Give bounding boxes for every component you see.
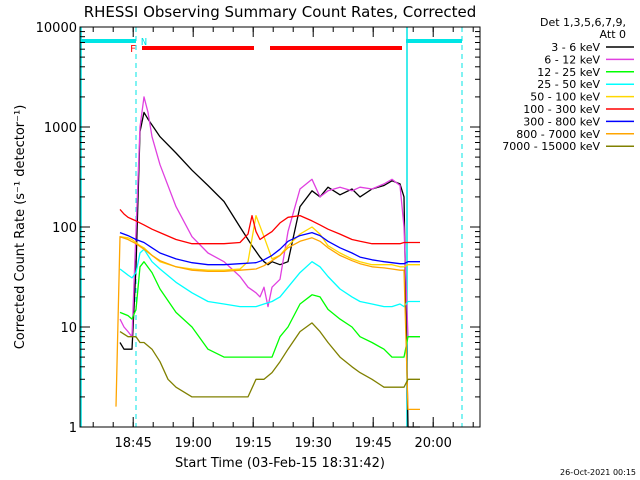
x-axis: 18:45 19:00 19:15 19:30 19:45 20:00: [92, 27, 474, 451]
series-line-2: [119, 261, 420, 358]
flags-layer: NF: [80, 27, 463, 427]
chart-title: RHESSI Observing Summary Count Rates, Co…: [84, 3, 477, 21]
legend-label: 800 - 7000 keV: [516, 128, 600, 141]
x-axis-label: Start Time (03-Feb-15 18:31:42): [175, 456, 385, 471]
y-tick-label: 10: [60, 321, 77, 336]
legend-label: 100 - 300 keV: [523, 103, 600, 116]
y-tick-label: 100: [52, 221, 77, 236]
series-line-6: [119, 231, 420, 266]
y-tick-label: 10000: [36, 21, 77, 36]
legend-label: 7000 - 15000 keV: [502, 140, 600, 153]
legend-label: 3 - 6 keV: [551, 41, 600, 54]
x-tick-label: 19:15: [234, 436, 271, 451]
night-flag-label: N: [141, 37, 147, 48]
x-tick-label: 19:45: [354, 436, 391, 451]
series-layer: [115, 96, 420, 428]
y-tick-label: 1000: [44, 121, 77, 136]
series-line-3: [119, 248, 420, 308]
legend-label: 12 - 25 keV: [537, 66, 600, 79]
series-line-7: [115, 236, 420, 411]
series-line-1: [119, 96, 420, 338]
series-line-5: [119, 208, 420, 245]
legend-label: 25 - 50 keV: [537, 78, 600, 91]
series-line-0: [119, 111, 420, 428]
x-tick-label: 18:45: [114, 436, 151, 451]
legend-header-line-1: Det 1,3,5,6,7,9,: [540, 16, 626, 29]
flare-flag-label: F: [130, 44, 136, 55]
y-axis: 1 10 100 1000 10000: [36, 21, 480, 436]
timestamp-annotation: 26-Oct-2021 00:15: [560, 468, 636, 477]
legend-header-line-2: Att 0: [600, 28, 626, 41]
series-line-8: [119, 322, 420, 398]
x-tick-label: 20:00: [414, 436, 451, 451]
y-tick-label: 1: [69, 421, 77, 436]
legend-label: 6 - 12 keV: [544, 53, 600, 66]
y-axis-label: Corrected Count Rate (s⁻¹ detector⁻¹): [13, 105, 28, 350]
series-line-4: [119, 214, 420, 271]
legend-label: 300 - 800 keV: [523, 115, 600, 128]
plot-frame: [79, 26, 481, 428]
legend-label: 50 - 100 keV: [530, 91, 600, 104]
x-tick-label: 19:00: [174, 436, 211, 451]
x-tick-label: 19:30: [294, 436, 331, 451]
